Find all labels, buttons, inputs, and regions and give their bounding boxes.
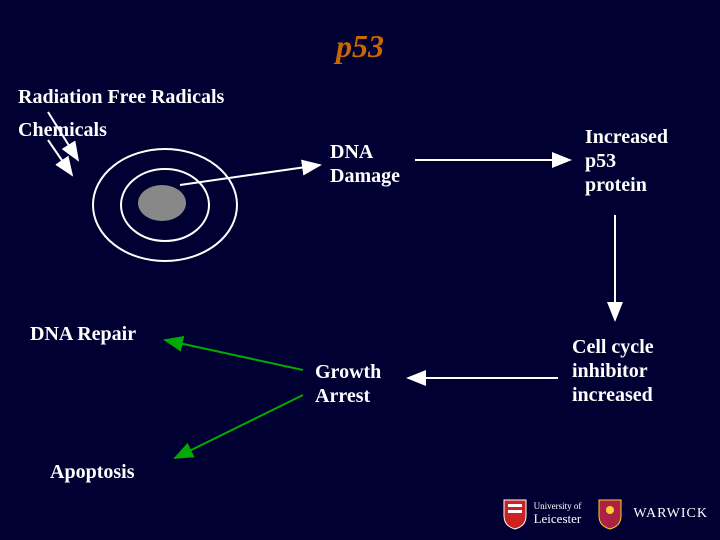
label-cell-cycle-2: inhibitor: [572, 360, 648, 382]
warwick-logo-text: WARWICK: [633, 506, 708, 522]
label-chemicals-text: Chemicals: [18, 119, 107, 141]
label-cell-cycle-3: increased: [572, 384, 653, 406]
arrow-chemicals-to-cell: [48, 140, 72, 175]
label-growth-arrest: Growth Arrest: [315, 360, 381, 408]
label-radiation: Radiation Free Radicals: [18, 85, 224, 109]
leicester-crest-icon: [502, 498, 528, 530]
cell-diagram: [80, 145, 250, 275]
label-radiation-text: Radiation Free Radicals: [18, 86, 224, 108]
label-increased-p53-3: protein: [585, 174, 647, 196]
label-increased-p53-2: p53: [585, 150, 616, 172]
leicester-logo-text: University of Leicester: [534, 502, 582, 525]
warwick-name: WARWICK: [633, 506, 708, 521]
logos: University of Leicester WARWICK: [502, 498, 708, 530]
arrow-arrest-to-repair: [165, 340, 303, 370]
title-text: p53: [336, 28, 384, 64]
cell-nucleus: [138, 185, 186, 221]
label-dna-repair-text: DNA Repair: [30, 323, 136, 345]
label-growth-arrest-2: Arrest: [315, 385, 370, 407]
warwick-crest-icon: [597, 498, 623, 530]
label-increased-p53: Increased p53 protein: [585, 125, 668, 197]
label-dna-damage: DNA Damage: [330, 140, 400, 188]
label-cell-cycle-1: Cell cycle: [572, 336, 654, 358]
label-apoptosis-text: Apoptosis: [50, 461, 134, 483]
label-cell-cycle: Cell cycle inhibitor increased: [572, 335, 654, 407]
arrow-arrest-to-apoptosis: [175, 395, 303, 458]
leicester-name: Leicester: [534, 511, 582, 526]
label-dna-damage-1: DNA: [330, 141, 373, 163]
label-dna-repair: DNA Repair: [30, 322, 136, 346]
label-growth-arrest-1: Growth: [315, 361, 381, 383]
label-chemicals: Chemicals: [18, 118, 107, 142]
label-dna-damage-2: Damage: [330, 165, 400, 187]
page-title: p53: [336, 28, 384, 65]
label-increased-p53-1: Increased: [585, 126, 668, 148]
label-apoptosis: Apoptosis: [50, 460, 134, 484]
